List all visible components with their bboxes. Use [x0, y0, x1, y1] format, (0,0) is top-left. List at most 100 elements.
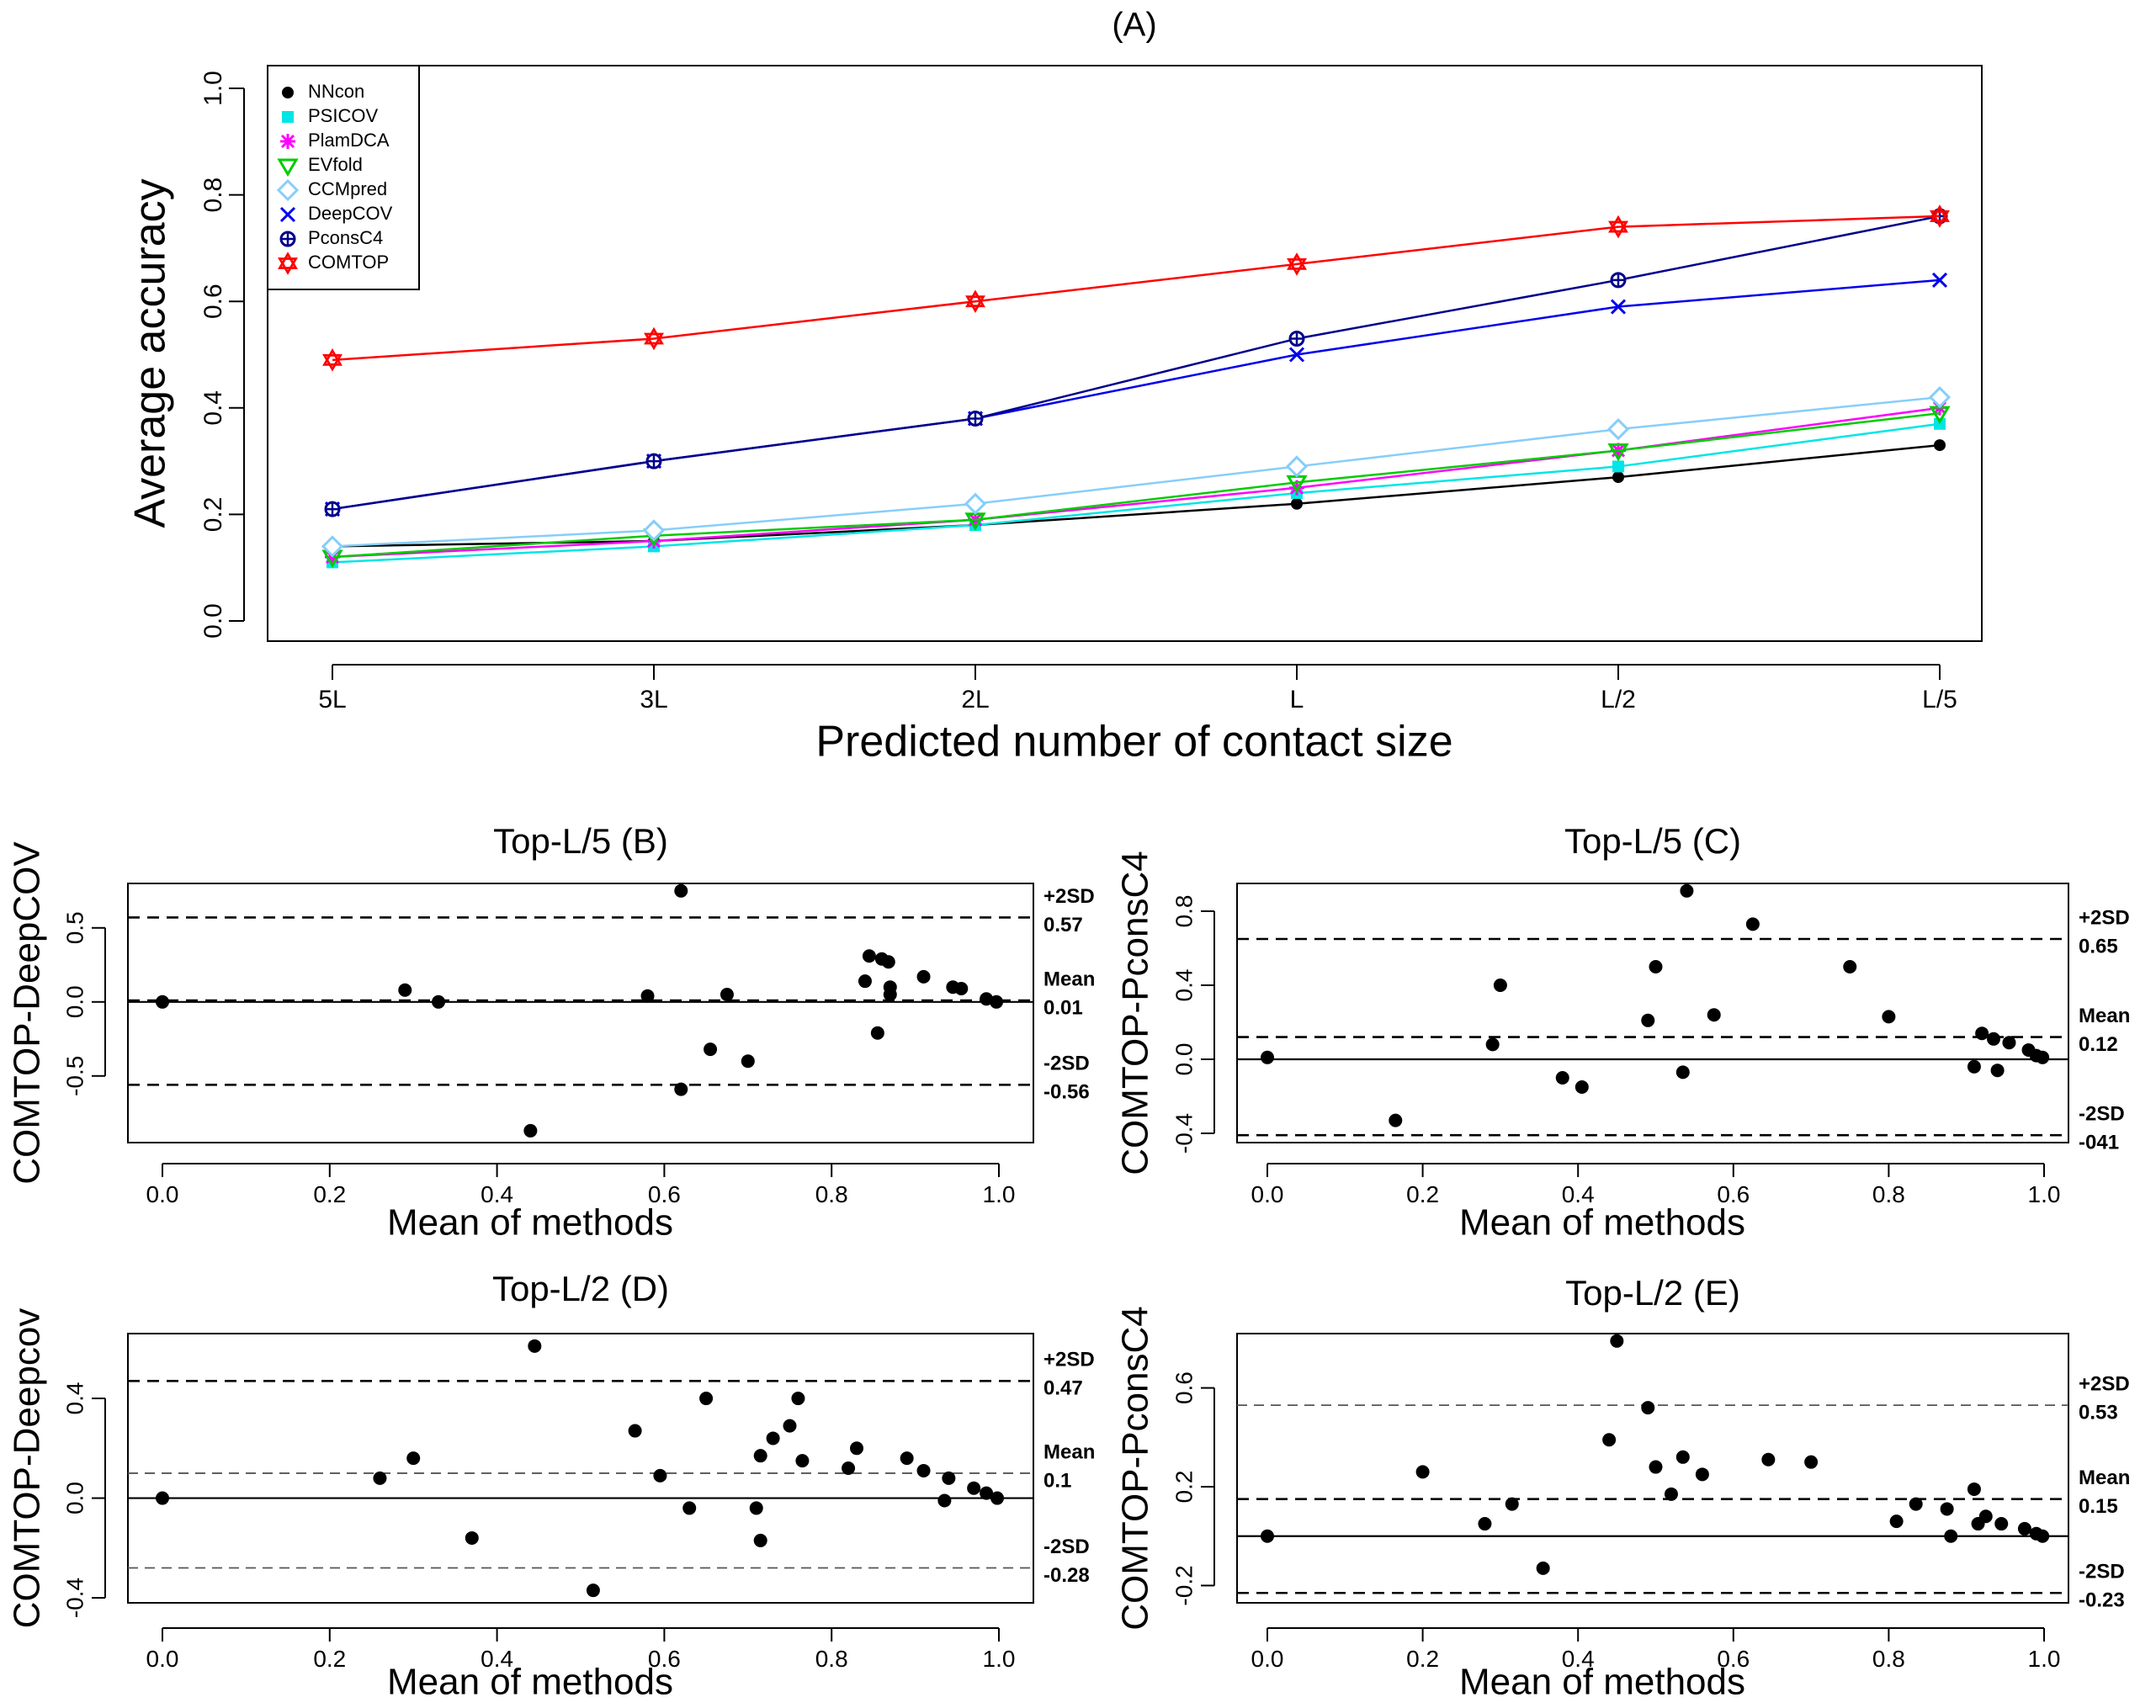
series-COMTOP — [322, 204, 1950, 372]
x-tick-label: 0.2 — [313, 1181, 346, 1207]
reference-label: -2SD — [1043, 1536, 1090, 1558]
data-point — [1967, 1482, 1981, 1496]
series-line-EVfold — [332, 411, 1941, 559]
point-CCMpred — [321, 535, 344, 558]
data-point — [1485, 1037, 1500, 1052]
y-tick-label: 0.8 — [199, 178, 227, 213]
reference-label: Mean — [1043, 968, 1095, 990]
reference-value: 0.53 — [2079, 1401, 2118, 1424]
reference-value: -0.56 — [1043, 1081, 1090, 1104]
data-point — [1889, 1514, 1904, 1529]
point-COMTOP — [1930, 204, 1950, 228]
point-PSICOV — [1612, 460, 1624, 473]
data-point — [1536, 1561, 1550, 1575]
panel-e-chart: Top-L/2 (E) -0.2 0.2 0.6 COMTOP-PconsC4 0.0 0.… — [1115, 1273, 2131, 1703]
data-point — [674, 883, 688, 898]
marker-plus — [647, 454, 661, 469]
x-tick-label: 0.0 — [1251, 1646, 1284, 1672]
x-tick-label: 0.6 — [1717, 1646, 1750, 1672]
data-point — [1975, 1026, 1989, 1041]
x-tick-label: 0.6 — [648, 1181, 681, 1207]
data-point — [1555, 1071, 1569, 1085]
data-point — [791, 1392, 805, 1406]
data-point — [990, 995, 1004, 1009]
data-point — [1944, 1529, 1958, 1543]
data-point — [1415, 1465, 1430, 1479]
legend-box — [267, 65, 420, 290]
point-DeepCOV — [1931, 272, 1948, 288]
point-COMTOP — [1287, 252, 1307, 276]
y-tick-label: 0.4 — [1171, 969, 1197, 1002]
legend-label-PlamDCA: PlamDCA — [308, 130, 390, 151]
data-point — [1664, 1487, 1678, 1501]
data-point — [900, 1451, 914, 1466]
panel-a-chart: (A) 0.0 0.2 0.4 0.6 0.8 1.0 Average accuracy 5L 3… — [126, 7, 1983, 766]
x-tick-label: 0.6 — [648, 1646, 681, 1672]
marker-triangle-up — [644, 326, 664, 345]
x-axis-title: Mean of methods — [1459, 1662, 1745, 1703]
legend-label-PconsC4: PconsC4 — [308, 227, 383, 248]
reference-value: -041 — [2079, 1132, 2119, 1154]
data-point — [741, 1054, 755, 1069]
data-point — [858, 974, 872, 989]
x-tick-label: 3L — [640, 686, 667, 713]
x-tick-label: 0.4 — [1562, 1646, 1595, 1672]
y-axis-title: Average accuracy — [126, 178, 175, 528]
data-point — [1575, 1080, 1589, 1094]
y-tick-label: 0.0 — [61, 985, 88, 1018]
x-tick-label: 0.4 — [481, 1181, 513, 1207]
data-point — [881, 955, 895, 969]
x-tick-label: 5L — [318, 686, 346, 713]
data-point — [1882, 1010, 1896, 1024]
reference-label: -2SD — [1043, 1053, 1090, 1075]
x-tick-label: 0.2 — [1406, 1646, 1439, 1672]
x-tick-label: 0.8 — [815, 1646, 848, 1672]
data-point — [1707, 1008, 1721, 1022]
marker-triangle-up — [1608, 215, 1628, 233]
reference-value: 0.47 — [1043, 1377, 1083, 1400]
point-PconsC4 — [1288, 331, 1305, 347]
data-point — [720, 988, 734, 1001]
data-point — [2002, 1036, 2016, 1050]
data-point — [1602, 1433, 1617, 1447]
point-COMTOP — [322, 348, 343, 372]
marker-plus — [969, 411, 982, 426]
data-point — [753, 1449, 767, 1463]
x-tick-label: 2L — [961, 686, 989, 713]
reference-label: -2SD — [2079, 1561, 2125, 1583]
point-CCMpred — [1928, 386, 1952, 409]
legend-label-COMTOP: COMTOP — [308, 252, 389, 273]
point-PconsC4 — [1610, 272, 1627, 289]
point-NNcon — [1934, 439, 1946, 452]
y-tick-label: 0.8 — [1171, 895, 1197, 928]
legend-marker-PlamDCA — [280, 134, 295, 149]
data-point — [465, 1530, 479, 1545]
marker-triangle-up — [965, 289, 985, 308]
panel-title: Top-L/5 (B) — [493, 821, 668, 861]
reference-value: -0.23 — [2079, 1589, 2125, 1612]
point-PconsC4 — [645, 453, 662, 469]
x-axis-title: Mean of methods — [1459, 1202, 1745, 1244]
y-tick-label: -0.4 — [1171, 1113, 1197, 1154]
data-point — [883, 988, 897, 1001]
point-CCMpred — [1285, 455, 1309, 478]
point-PconsC4 — [324, 501, 341, 517]
data-point — [1761, 1452, 1776, 1467]
reference-label: Mean — [2079, 1005, 2130, 1027]
x-tick-label: 0.6 — [1717, 1181, 1750, 1207]
data-point — [628, 1424, 642, 1438]
y-tick-label: 0.4 — [199, 390, 227, 426]
reference-label: +2SD — [1043, 885, 1095, 908]
legend-label-EVfold: EVfold — [308, 154, 363, 175]
legend-marker-PSICOV — [282, 111, 294, 123]
x-tick-label: 0.0 — [146, 1181, 179, 1207]
marker-triangle-down — [322, 353, 343, 372]
marker-triangle-up — [1287, 252, 1307, 270]
y-axis-title: COMTOP-DeepCOV — [7, 841, 48, 1185]
x-tick-label: 0.8 — [1872, 1181, 1905, 1207]
reference-value: 0.12 — [2079, 1033, 2118, 1056]
x-tick-label: L — [1290, 686, 1304, 713]
reference-label: +2SD — [2079, 1372, 2130, 1395]
y-axis-title: COMTOP-PconsC4 — [1115, 1306, 1156, 1631]
